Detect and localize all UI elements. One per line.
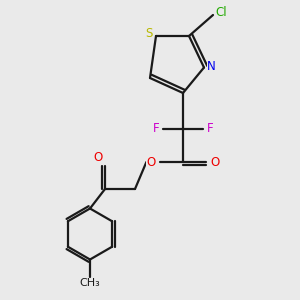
Text: O: O	[94, 151, 103, 164]
Text: O: O	[146, 155, 155, 169]
Text: S: S	[146, 27, 153, 40]
Text: O: O	[211, 155, 220, 169]
Text: CH₃: CH₃	[80, 278, 100, 289]
Text: F: F	[153, 122, 159, 136]
Text: F: F	[207, 122, 213, 136]
Text: Cl: Cl	[216, 6, 227, 19]
Text: N: N	[207, 59, 216, 73]
